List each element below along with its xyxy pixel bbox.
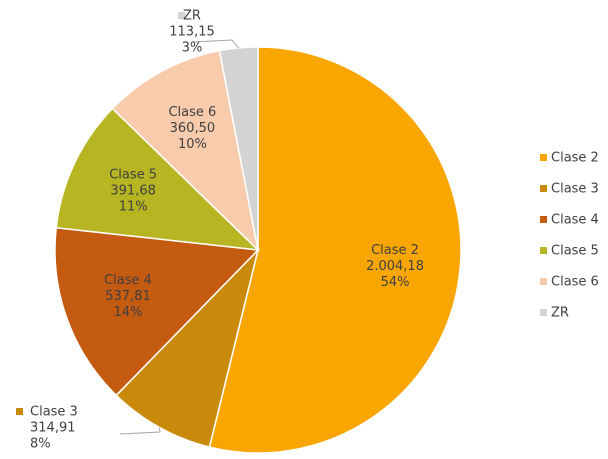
pie-slice — [218, 46, 259, 251]
legend-label: Clase 3 — [551, 182, 599, 197]
pie-slice — [208, 46, 462, 454]
legend-swatch — [540, 247, 547, 254]
data-label-percent: 54% — [381, 275, 410, 290]
legend-swatch — [540, 185, 547, 192]
data-label-value: 360,50 — [170, 121, 216, 136]
pie-slice — [54, 226, 260, 397]
data-label-name: Clase 2 — [371, 243, 419, 258]
label-swatch — [16, 408, 23, 415]
leader-line — [119, 427, 161, 435]
legend-swatch — [540, 278, 547, 285]
legend-swatch — [540, 154, 547, 161]
data-label-percent: 10% — [178, 137, 207, 152]
data-label-value: 314,91 — [30, 421, 76, 436]
legend-label: Clase 2 — [551, 151, 599, 166]
label-swatch — [178, 12, 185, 19]
data-label-percent: 8% — [30, 437, 51, 452]
data-label-name: Clase 4 — [104, 273, 152, 288]
data-label-value: 113,15 — [169, 25, 215, 40]
legend-swatch — [540, 216, 547, 223]
data-label-percent: 11% — [119, 200, 148, 215]
data-label-value: 391,68 — [110, 184, 156, 199]
pie-slice — [111, 49, 260, 253]
legend-label: ZR — [551, 306, 569, 321]
legend-swatch — [540, 309, 547, 316]
data-label-value: 537,81 — [105, 289, 151, 304]
data-label-percent: 14% — [114, 305, 143, 320]
legend-label: Clase 4 — [551, 213, 599, 228]
data-label-name: Clase 3 — [30, 405, 78, 420]
data-label-name: ZR — [183, 9, 201, 24]
legend-label: Clase 5 — [551, 244, 599, 259]
pie-slice — [115, 247, 260, 449]
data-label-percent: 3% — [182, 41, 203, 56]
data-label-name: Clase 5 — [109, 168, 157, 183]
data-label-name: Clase 6 — [168, 105, 216, 120]
leader-line — [191, 39, 240, 49]
data-label-value: 2.004,18 — [366, 259, 424, 274]
legend-label: Clase 6 — [551, 275, 599, 290]
pie-slice — [55, 107, 261, 251]
